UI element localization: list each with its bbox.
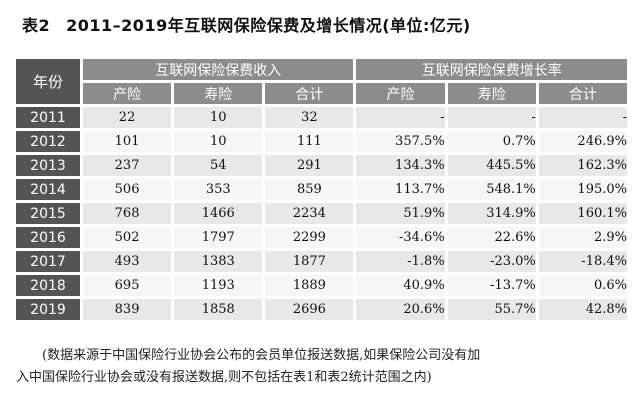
premium-cell: 32: [265, 107, 354, 128]
income-group-header: 互联网保险保费收入: [83, 59, 354, 80]
growth-rate-cell: -: [356, 107, 445, 128]
growth-rate-cell: 40.9%: [356, 275, 445, 296]
growth-rate-cell: 2.9%: [538, 227, 627, 248]
table-title: 2011–2019年互联网保险保费及增长情况(单位:亿元): [66, 16, 471, 35]
premium-cell: 1193: [174, 275, 263, 296]
year-cell: 2017: [16, 251, 80, 272]
premium-cell: 353: [174, 179, 263, 200]
premium-cell: 22: [83, 107, 172, 128]
growth-rate-cell: 160.1%: [538, 203, 627, 224]
premium-cell: 101: [83, 131, 172, 152]
year-header: 年份: [16, 59, 80, 104]
premium-cell: 839: [83, 299, 172, 320]
premium-cell: 1466: [174, 203, 263, 224]
premium-cell: 695: [83, 275, 172, 296]
premium-cell: 1797: [174, 227, 263, 248]
table-row: 2012 101 10 111 357.5% 0.7% 246.9%: [16, 131, 627, 152]
growth-rate-cell: 42.8%: [538, 299, 627, 320]
table-row: 2011 22 10 32- - -: [16, 107, 627, 128]
note-line: 入中国保险行业协会或没有报送数据,则不包括在表1和表2统计范围之内): [16, 370, 432, 385]
growth-rate-cell: -18.4%: [538, 251, 627, 272]
growth-rate-cell: 20.6%: [356, 299, 445, 320]
note-line: (数据来源于中国保险行业协会公布的会员单位报送数据,如果保险公司没有加: [42, 348, 481, 363]
table-caption: 表2 2011–2019年互联网保险保费及增长情况(单位:亿元): [22, 12, 622, 36]
premium-cell: 111: [265, 131, 354, 152]
premium-cell: 10: [174, 131, 263, 152]
growth-rate-cell: -34.6%: [356, 227, 445, 248]
growth-rate-cell: 246.9%: [538, 131, 627, 152]
table-row: 2018 695 1193 1889 40.9% -13.7% 0.6%: [16, 275, 627, 296]
growth-rate-cell: 0.6%: [538, 275, 627, 296]
growth-rate-cell: 195.0%: [538, 179, 627, 200]
growth-rate-cell: -1.8%: [356, 251, 445, 272]
table-row: 2016 502 1797 2299 -34.6% 22.6% 2.9%: [16, 227, 627, 248]
growth-rate-cell: -: [447, 107, 536, 128]
premium-cell: 2234: [265, 203, 354, 224]
growth-rate-cell: -23.0%: [447, 251, 536, 272]
premium-cell: 291: [265, 155, 354, 176]
premium-cell: 54: [174, 155, 263, 176]
column-header: 合计: [538, 83, 627, 104]
year-cell: 2011: [16, 107, 80, 128]
table-number: 表2: [22, 16, 51, 35]
premium-cell: 2299: [265, 227, 354, 248]
premium-cell: 1858: [174, 299, 263, 320]
column-header: 产险: [83, 83, 172, 104]
column-header: 产险: [356, 83, 445, 104]
growth-rate-cell: 0.7%: [447, 131, 536, 152]
premium-cell: 1877: [265, 251, 354, 272]
premium-cell: 1383: [174, 251, 263, 272]
growth-rate-cell: 548.1%: [447, 179, 536, 200]
premium-cell: 506: [83, 179, 172, 200]
growth-rate-cell: 22.6%: [447, 227, 536, 248]
year-cell: 2016: [16, 227, 80, 248]
growth-rate-cell: 357.5%: [356, 131, 445, 152]
column-header: 寿险: [174, 83, 263, 104]
growth-rate-cell: -: [538, 107, 627, 128]
table-row: 2014 506 353 859 113.7% 548.1% 195.0%: [16, 179, 627, 200]
year-cell: 2012: [16, 131, 80, 152]
premium-cell: 768: [83, 203, 172, 224]
premium-cell: 493: [83, 251, 172, 272]
table-row: 2015 768 1466 2234 51.9% 314.9% 160.1%: [16, 203, 627, 224]
growth-rate-cell: 314.9%: [447, 203, 536, 224]
insurance-premium-table: 年份 互联网保险保费收入 互联网保险保费增长率 产险 寿险 合计 产险 寿险 合…: [13, 56, 630, 323]
growth-rate-cell: 134.3%: [356, 155, 445, 176]
table-row: 2017 493 1383 1877 -1.8% -23.0% -18.4%: [16, 251, 627, 272]
growth-rate-cell: 113.7%: [356, 179, 445, 200]
growth-rate-cell: 55.7%: [447, 299, 536, 320]
premium-cell: 10: [174, 107, 263, 128]
year-cell: 2015: [16, 203, 80, 224]
premium-cell: 2696: [265, 299, 354, 320]
year-cell: 2019: [16, 299, 80, 320]
source-note: (数据来源于中国保险行业协会公布的会员单位报送数据,如果保险公司没有加 入中国保…: [16, 345, 628, 389]
premium-cell: 502: [83, 227, 172, 248]
premium-cell: 859: [265, 179, 354, 200]
column-header: 寿险: [447, 83, 536, 104]
table-row: 2019 839 1858 2696 20.6% 55.7% 42.8%: [16, 299, 627, 320]
premium-cell: 1889: [265, 275, 354, 296]
year-cell: 2013: [16, 155, 80, 176]
premium-cell: 237: [83, 155, 172, 176]
growth-rate-cell: 162.3%: [538, 155, 627, 176]
year-cell: 2014: [16, 179, 80, 200]
column-header: 合计: [265, 83, 354, 104]
growth-rate-cell: -13.7%: [447, 275, 536, 296]
year-cell: 2018: [16, 275, 80, 296]
growth-rate-cell: 445.5%: [447, 155, 536, 176]
growth-rate-cell: 51.9%: [356, 203, 445, 224]
table-row: 2013 237 54 291 134.3% 445.5% 162.3%: [16, 155, 627, 176]
growth-group-header: 互联网保险保费增长率: [356, 59, 627, 80]
